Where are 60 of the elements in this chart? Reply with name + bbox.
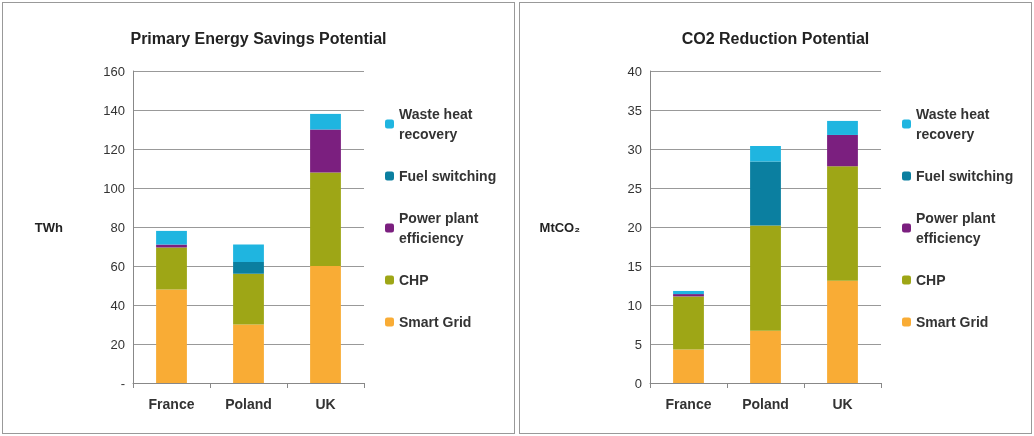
bar — [233, 273, 264, 325]
y-tick-label: 120 — [103, 141, 125, 157]
bar — [750, 161, 781, 226]
y-tick-label: 0 — [634, 375, 642, 391]
y-axis-title: TWh — [34, 219, 64, 235]
bar — [233, 244, 264, 263]
x-tick-label: Poland — [225, 396, 272, 412]
y-tick-label: 30 — [627, 141, 642, 157]
bar — [750, 330, 781, 383]
legend-label: Waste heat recovery — [916, 106, 994, 142]
y-tick-label: 160 — [103, 63, 125, 79]
x-tick-label: UK — [832, 396, 853, 412]
bar — [310, 113, 341, 130]
y-tick-label: 15 — [627, 258, 642, 274]
legend-label: Smart Grid — [399, 314, 472, 330]
bar — [827, 134, 858, 167]
bar — [156, 289, 187, 383]
bar — [156, 247, 187, 290]
legend-label: Power plant efficiency — [399, 210, 483, 246]
y-tick-label: 40 — [110, 297, 125, 313]
bar — [827, 280, 858, 383]
y-tick-label: 20 — [627, 219, 642, 235]
legend-label: Waste heat recovery — [399, 106, 477, 142]
y-tick-label: 35 — [627, 102, 642, 118]
bar — [310, 172, 341, 266]
legend-label: Fuel switching — [916, 168, 1014, 184]
y-tick-label: 40 — [627, 63, 642, 79]
chart-title: Primary Energy Savings Potential — [130, 29, 387, 47]
y-axis-title: MtCO₂ — [539, 219, 581, 235]
bar — [827, 120, 858, 135]
bar — [673, 349, 704, 383]
y-tick-label: 80 — [110, 219, 125, 235]
legend-label: CHP — [916, 272, 946, 288]
bar — [750, 225, 781, 331]
x-tick-label: UK — [315, 396, 336, 412]
x-tick-label: France — [148, 396, 195, 412]
x-tick-label: France — [665, 396, 712, 412]
y-tick-label: 10 — [627, 297, 642, 313]
bar — [233, 324, 264, 383]
y-tick-label: 100 — [103, 180, 125, 196]
legend-label: Smart Grid — [916, 314, 989, 330]
bar — [827, 166, 858, 281]
bar — [750, 145, 781, 162]
bar — [310, 266, 341, 383]
legend-label: Power plant efficiency — [916, 210, 1000, 246]
bar — [673, 290, 704, 295]
y-tick-label: 25 — [627, 180, 642, 196]
legend-label: Fuel switching — [399, 168, 497, 184]
x-tick-label: Poland — [742, 396, 789, 412]
bar — [156, 230, 187, 245]
y-tick-label: 60 — [110, 258, 125, 274]
y-tick-label: 5 — [634, 336, 642, 352]
chart-title: CO2 Reduction Potential — [681, 29, 870, 47]
bar — [673, 296, 704, 350]
bar — [233, 262, 264, 274]
y-tick-label: - — [120, 375, 125, 391]
legend-label: CHP — [399, 272, 429, 288]
y-tick-label: 140 — [103, 102, 125, 118]
bar — [310, 129, 341, 173]
y-tick-label: 20 — [110, 336, 125, 352]
